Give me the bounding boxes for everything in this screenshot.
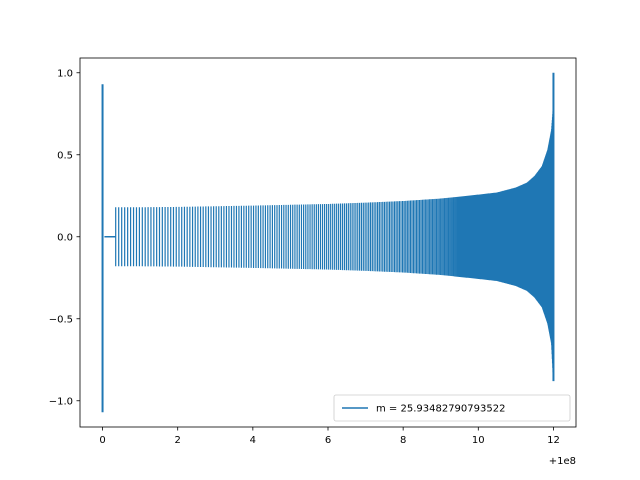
x-axis: 0 2 4 6 8 10 12 bbox=[99, 427, 560, 446]
x-tick-label: 0 bbox=[99, 435, 105, 446]
legend-entry-label: m = 25.93482790793522 bbox=[376, 404, 505, 415]
x-tick-label: 10 bbox=[472, 435, 485, 446]
y-tick-label: 1.0 bbox=[57, 68, 73, 79]
y-tick-label: −0.5 bbox=[49, 314, 73, 325]
x-tick-label: 2 bbox=[175, 435, 181, 446]
x-tick-label: 4 bbox=[250, 435, 256, 446]
x-tick-label: 6 bbox=[325, 435, 331, 446]
x-tick-label: 8 bbox=[400, 435, 406, 446]
y-tick-label: 0.0 bbox=[57, 232, 73, 243]
y-tick-label: −1.0 bbox=[49, 396, 73, 407]
series-line bbox=[115, 108, 554, 377]
y-tick-label: 0.5 bbox=[57, 150, 73, 161]
x-axis-offset-label: +1e8 bbox=[549, 456, 576, 467]
legend: m = 25.93482790793522 bbox=[333, 394, 571, 422]
series-layer bbox=[101, 72, 555, 413]
y-axis: −1.0 −0.5 0.0 0.5 1.0 bbox=[49, 68, 80, 407]
x-tick-label: 12 bbox=[547, 435, 560, 446]
legend-box bbox=[333, 394, 571, 422]
